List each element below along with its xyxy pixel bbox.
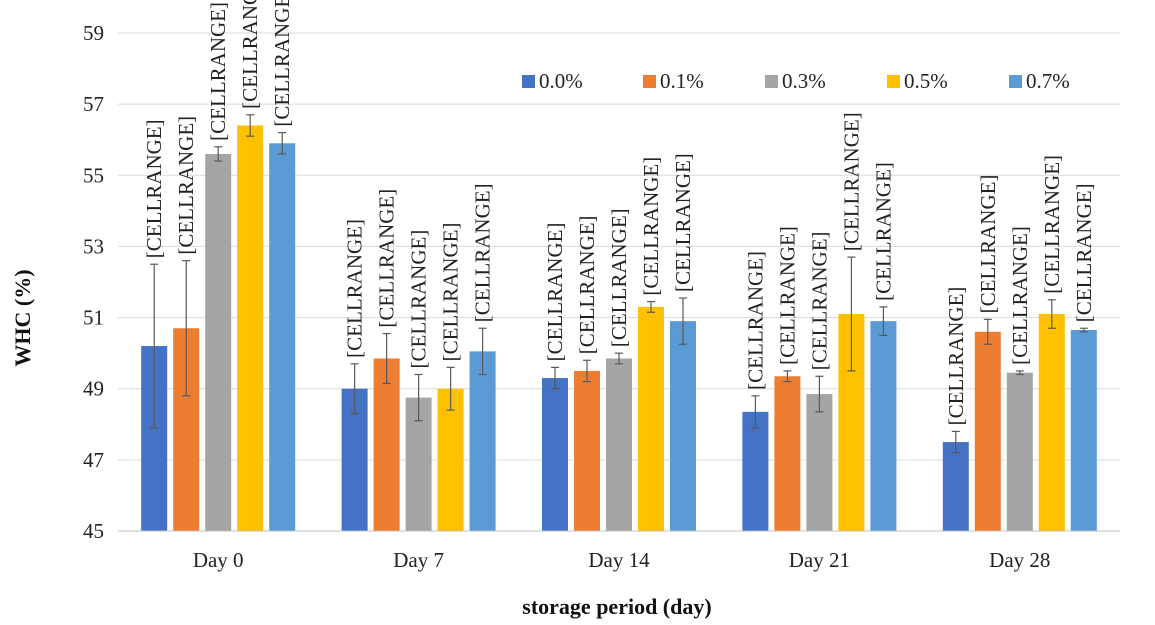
x-tick-label: Day 0 (193, 548, 244, 572)
data-label: [CELLRANGE] (671, 153, 695, 292)
x-tick-label: Day 14 (588, 548, 650, 572)
data-label: [CELLRANGE] (439, 223, 463, 362)
legend-swatch (765, 75, 778, 88)
data-label: [CELLRANGE] (639, 157, 663, 296)
legend-swatch (1009, 75, 1022, 88)
data-label: [CELLRANGE] (775, 226, 799, 365)
data-label: [CELLRANGE] (174, 116, 198, 255)
data-label: [CELLRANGE] (807, 231, 831, 370)
data-label: [CELLRANGE] (575, 215, 599, 354)
data-label: [CELLRANGE] (238, 0, 262, 109)
x-axis-ticks: Day 0 Day 7 Day 14 Day 21 Day 28 (193, 548, 1051, 572)
y-tick-label: 53 (83, 234, 104, 258)
data-label: [CELLRANGE] (471, 183, 495, 322)
bar (237, 125, 264, 531)
bar (870, 321, 897, 531)
data-label: [CELLRANGE] (944, 287, 968, 426)
data-label: [CELLRANGE] (976, 175, 1000, 314)
bar (269, 143, 296, 531)
bar (574, 370, 600, 531)
legend: 0.0% 0.1% 0.3% 0.5% 0.7% (522, 69, 1070, 93)
data-label: [CELLRANGE] (1008, 226, 1032, 365)
x-axis-title: storage period (day) (522, 594, 711, 619)
y-axis-title: WHC (%) (10, 269, 35, 366)
x-tick-label: Day 7 (393, 548, 444, 572)
bar (942, 442, 969, 531)
data-label: [CELLRANGE] (543, 223, 567, 362)
data-label: [CELLRANGE] (206, 2, 230, 141)
bar (373, 358, 400, 531)
data-label: [CELLRANGE] (270, 0, 294, 127)
data-label: [CELLRANGE] (407, 230, 431, 369)
data-label: [CELLRANGE] (871, 162, 895, 301)
legend-label: 0.3% (782, 69, 826, 93)
y-tick-label: 55 (83, 163, 104, 187)
data-label: [CELLRANGE] (607, 208, 631, 347)
y-tick-label: 51 (83, 306, 104, 330)
legend-swatch (522, 75, 535, 88)
bar (1070, 330, 1097, 531)
data-labels: [CELLRANGE] [CELLRANGE] [CELLRANGE] [CELLRA… (142, 0, 1096, 425)
y-tick-label: 57 (83, 92, 104, 116)
bar (437, 388, 464, 531)
y-tick-label: 47 (83, 448, 104, 472)
legend-swatch (643, 75, 656, 88)
x-tick-label: Day 21 (789, 548, 850, 572)
data-label: [CELLRANGE] (743, 251, 767, 390)
legend-label: 0.7% (1026, 69, 1070, 93)
y-tick-label: 59 (83, 21, 104, 45)
bar (774, 376, 801, 531)
data-label: [CELLRANGE] (343, 219, 367, 358)
y-tick-label: 45 (83, 519, 104, 543)
y-axis-ticks: 45 47 49 51 53 55 57 59 (83, 21, 104, 543)
data-label: [CELLRANGE] (375, 189, 399, 328)
legend-label: 0.0% (539, 69, 583, 93)
bar (670, 321, 696, 531)
bar (205, 153, 232, 531)
bar (606, 358, 632, 531)
data-label: [CELLRANGE] (142, 119, 166, 258)
bar (742, 411, 769, 531)
bar (542, 378, 568, 531)
legend-label: 0.5% (904, 69, 948, 93)
data-label: [CELLRANGE] (1040, 155, 1064, 294)
bar (806, 394, 833, 531)
bar (1038, 314, 1065, 531)
y-tick-label: 49 (83, 377, 104, 401)
legend-swatch (887, 75, 900, 88)
bar (1006, 372, 1033, 531)
data-label: [CELLRANGE] (1072, 183, 1096, 322)
x-tick-label: Day 28 (989, 548, 1050, 572)
bar (469, 351, 496, 531)
data-label: [CELLRANGE] (839, 112, 863, 251)
legend-label: 0.1% (660, 69, 704, 93)
error-bars (150, 114, 1088, 454)
bar (638, 306, 664, 531)
bar (974, 331, 1001, 531)
